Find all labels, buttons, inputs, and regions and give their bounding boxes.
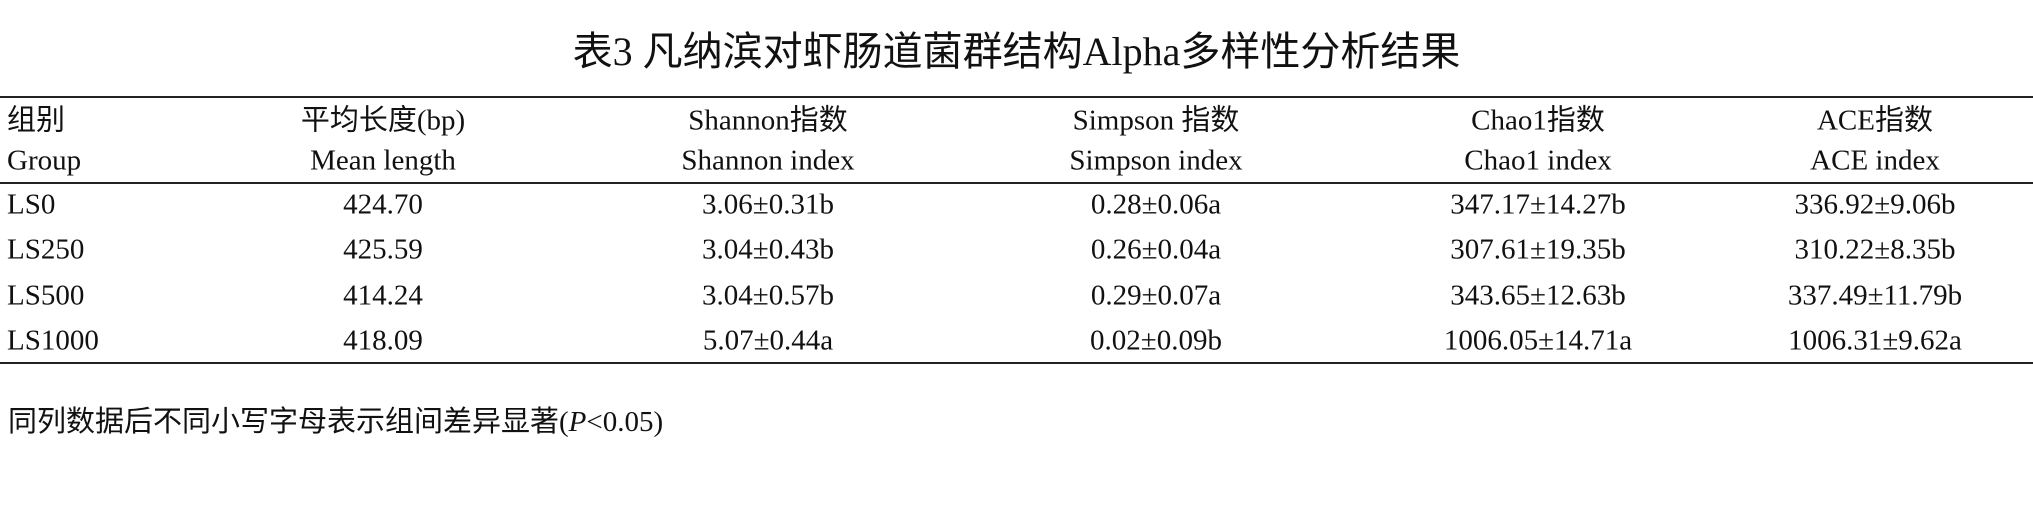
table-cell: 3.04±0.43b — [702, 233, 834, 266]
table-cell: LS250 — [7, 233, 85, 266]
table-cell: 418.09 — [343, 324, 423, 357]
header-cell: Shannon index — [681, 144, 855, 177]
header-cell: Chao1指数 — [1471, 104, 1605, 137]
table-cell: LS1000 — [7, 324, 99, 357]
table-cell: 307.61±19.35b — [1450, 233, 1626, 266]
header-cell: 组别 — [7, 104, 66, 137]
table-cell: 343.65±12.63b — [1450, 279, 1626, 312]
table-cell: 336.92±9.06b — [1794, 188, 1956, 221]
table-cell: 1006.05±14.71a — [1443, 324, 1633, 357]
table-cell: 425.59 — [343, 233, 423, 266]
footnote-text: <0.05) — [586, 406, 664, 438]
header-cell: Mean length — [310, 144, 456, 177]
table-cell: 0.29±0.07a — [1090, 279, 1222, 312]
table-cell: 3.04±0.57b — [702, 279, 834, 312]
table-cell: 337.49±11.79b — [1787, 279, 1963, 312]
table-cell: 0.28±0.06a — [1090, 188, 1222, 221]
header-cell: Chao1 index — [1464, 144, 1612, 177]
header-cell: Group — [7, 144, 82, 177]
table-cell: 0.26±0.04a — [1090, 233, 1222, 266]
top-rule — [0, 96, 2033, 98]
table-cell: 3.06±0.31b — [702, 188, 834, 221]
table-cell: 424.70 — [343, 188, 423, 221]
header-cell: ACE指数 — [1816, 104, 1934, 137]
table-cell: 310.22±8.35b — [1794, 233, 1956, 266]
header-cell: ACE index — [1810, 144, 1940, 177]
table-cell: 5.07±0.44a — [702, 324, 834, 357]
table-cell: 1006.31±9.62a — [1788, 324, 1962, 357]
footnote-italic: P — [568, 406, 587, 438]
footnote-text: 同列数据后不同小写字母表示组间差异显著( — [8, 406, 569, 438]
header-cell: 平均长度(bp) — [300, 104, 466, 137]
header-cell: Simpson index — [1069, 144, 1243, 177]
header-cell: Simpson 指数 — [1072, 104, 1240, 137]
table-cell: LS0 — [7, 188, 56, 221]
table-cell: 347.17±14.27b — [1450, 188, 1626, 221]
table-title: 表3 凡纳滨对虾肠道菌群结构Alpha多样性分析结果 — [572, 29, 1461, 74]
header-rule — [0, 182, 2033, 184]
table-cell: 0.02±0.09b — [1090, 324, 1222, 357]
table-cell: 414.24 — [343, 279, 423, 312]
header-cell: Shannon指数 — [688, 104, 848, 137]
table-cell: LS500 — [7, 279, 85, 312]
footnote: 同列数据后不同小写字母表示组间差异显著(P<0.05) — [8, 408, 663, 437]
bottom-rule — [0, 362, 2033, 364]
